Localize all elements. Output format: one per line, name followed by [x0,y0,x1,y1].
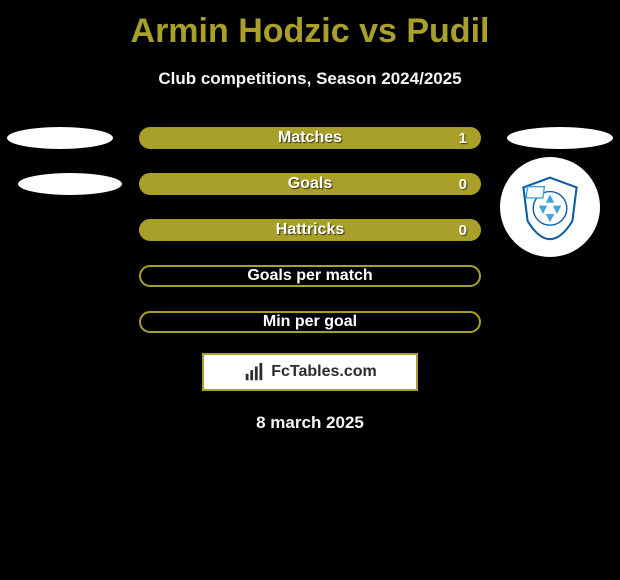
page-title: Armin Hodzic vs Pudil [0,0,620,51]
stats-container: Matches 1 Goals 0 Hattricks 0 Goals per … [0,127,620,333]
stat-value-right: 0 [459,222,467,239]
stat-label: Goals per match [247,267,372,285]
stat-label: Min per goal [263,313,357,331]
stat-label: Goals [288,175,332,193]
stat-bar-min-per-goal: Min per goal [139,311,481,333]
stat-value-right: 1 [459,130,467,147]
stat-row: Hattricks 0 [0,219,620,241]
season-subtitle: Club competitions, Season 2024/2025 [0,69,620,89]
stat-label: Hattricks [276,221,344,239]
stat-label: Matches [278,129,342,147]
stat-bar-hattricks: Hattricks 0 [139,219,481,241]
stat-value-right: 0 [459,176,467,193]
snapshot-date: 8 march 2025 [0,413,620,433]
stat-row: Goals per match [0,265,620,287]
stat-row: Goals 0 [0,173,620,195]
bar-chart-icon [243,361,265,383]
stat-bar-goals: Goals 0 [139,173,481,195]
stat-bar-goals-per-match: Goals per match [139,265,481,287]
stat-row: Matches 1 [0,127,620,149]
attribution-text: FcTables.com [271,363,377,381]
stat-bar-matches: Matches 1 [139,127,481,149]
stat-row: Min per goal [0,311,620,333]
attribution-badge[interactable]: FcTables.com [202,353,418,391]
player-right-club-badge [500,157,600,257]
